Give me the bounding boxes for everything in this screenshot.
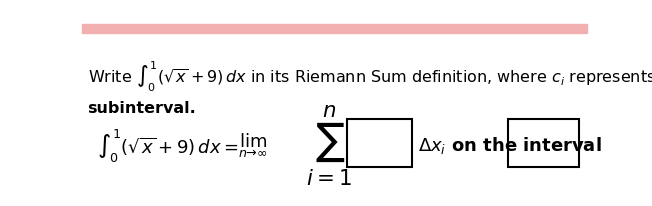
Text: $\sum_{i=1}^{n}$: $\sum_{i=1}^{n}$ <box>306 103 352 187</box>
Bar <box>509 120 579 167</box>
Text: subinterval.: subinterval. <box>87 101 196 116</box>
Text: $\Delta x_i$ on the interval: $\Delta x_i$ on the interval <box>417 135 601 156</box>
Bar <box>82 25 587 34</box>
Text: $\int_0^1 (\sqrt{x} + 9)\, dx =$: $\int_0^1 (\sqrt{x} + 9)\, dx =$ <box>96 127 238 164</box>
Text: Write $\int_0^1 (\sqrt{x} + 9)\, dx$ in its Riemann Sum definition, where $c_i$ : Write $\int_0^1 (\sqrt{x} + 9)\, dx$ in … <box>87 60 652 94</box>
Text: $\lim_{n \to \infty}$: $\lim_{n \to \infty}$ <box>238 131 268 159</box>
Bar <box>347 120 413 167</box>
